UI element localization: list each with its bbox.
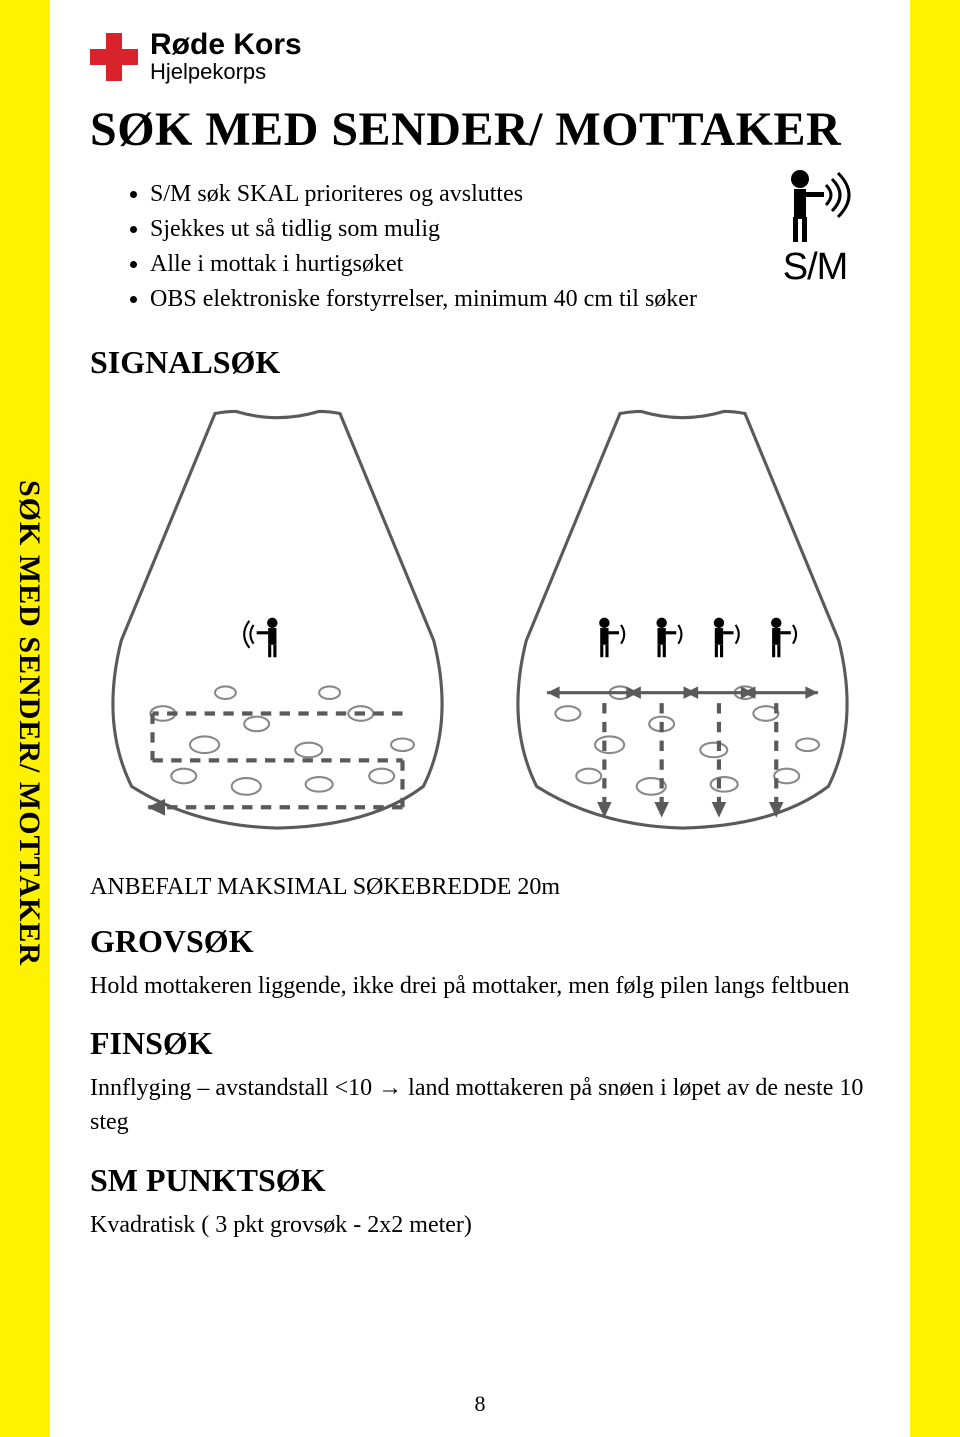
logo: Røde Kors Hjelpekorps — [90, 30, 870, 84]
page-frame: SØK MED SENDER/ MOTTAKER Røde Kors Hjelp… — [0, 0, 960, 1437]
list-item: Sjekkes ut så tidlig som mulig — [150, 212, 740, 247]
punktsok-text: Kvadratisk ( 3 pkt grovsøk - 2x2 meter) — [90, 1209, 870, 1243]
punktsok-heading: SM PUNKTSØK — [90, 1162, 870, 1199]
finsok-heading: FINSØK — [90, 1025, 870, 1062]
list-item: S/M søk SKAL prioriteres og avsluttes — [150, 177, 740, 212]
logo-line2: Hjelpekorps — [150, 60, 302, 84]
logo-text: Røde Kors Hjelpekorps — [150, 30, 302, 84]
bullet-list: S/M søk SKAL prioriteres og avsluttes Sj… — [90, 177, 740, 316]
diagram-row — [90, 401, 870, 844]
person-signal-icon — [770, 167, 860, 247]
diagram-single-searcher — [90, 401, 465, 844]
max-width-note: ANBEFALT MAKSIMAL SØKEBREDDE 20m — [90, 874, 870, 901]
list-item: OBS elektroniske forstyrrelser, minimum … — [150, 282, 740, 317]
vertical-sidebar-title: SØK MED SENDER/ MOTTAKER — [12, 480, 46, 966]
sm-badge: S/M — [760, 167, 870, 289]
grovsok-heading: GROVSØK — [90, 923, 870, 960]
signalsok-heading: SIGNALSØK — [90, 344, 870, 381]
page-number: 8 — [475, 1391, 486, 1417]
diagram-multi-searcher — [495, 401, 870, 844]
finsok-text: Innflyging – avstandstall <10 → land mot… — [90, 1072, 870, 1139]
grovsok-text: Hold mottakeren liggende, ikke drei på m… — [90, 970, 870, 1004]
intro-row: S/M søk SKAL prioriteres og avsluttes Sj… — [90, 177, 870, 316]
page-title: SØK MED SENDER/ MOTTAKER — [90, 102, 870, 157]
content-area: Røde Kors Hjelpekorps SØK MED SENDER/ MO… — [50, 0, 910, 1437]
red-cross-icon — [90, 33, 138, 81]
list-item: Alle i mottak i hurtigsøket — [150, 247, 740, 282]
logo-line1: Røde Kors — [150, 30, 302, 60]
sm-label: S/M — [760, 246, 870, 289]
